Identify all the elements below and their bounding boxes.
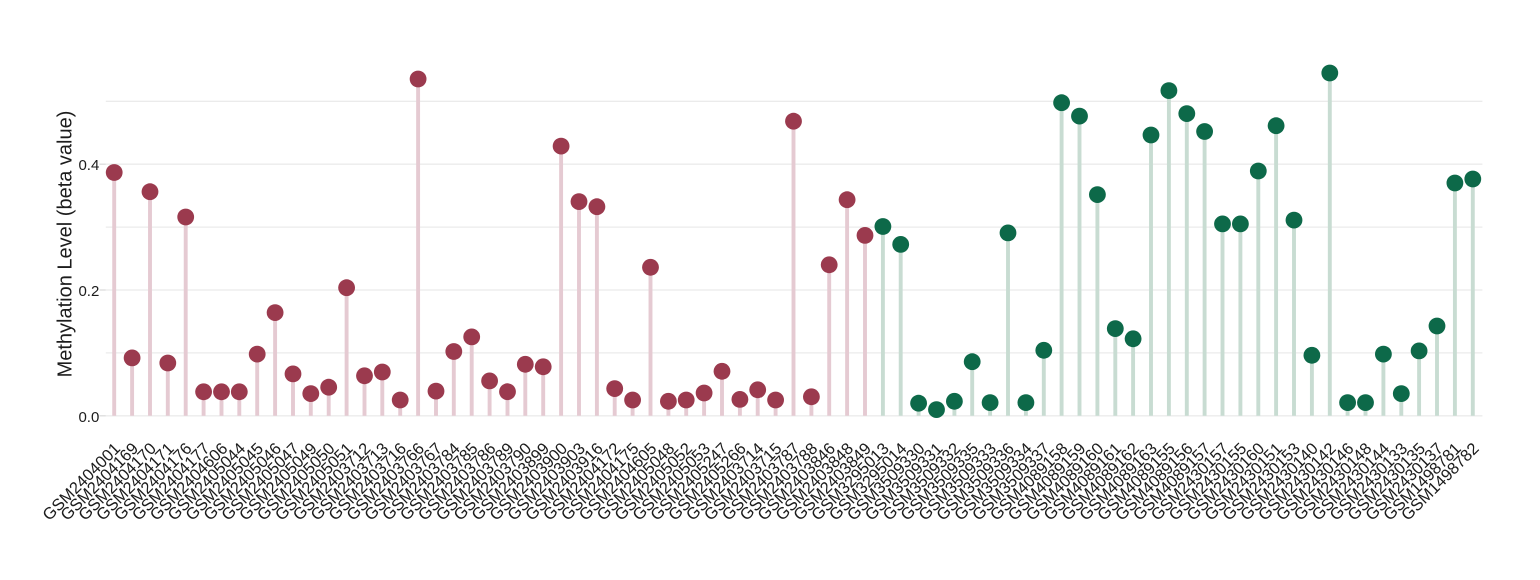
svg-text:0.4: 0.4 bbox=[78, 157, 99, 174]
svg-text:Methylation Level (beta value): Methylation Level (beta value) bbox=[54, 111, 76, 378]
svg-text:0.0: 0.0 bbox=[78, 409, 99, 426]
svg-text:0.2: 0.2 bbox=[78, 283, 99, 300]
